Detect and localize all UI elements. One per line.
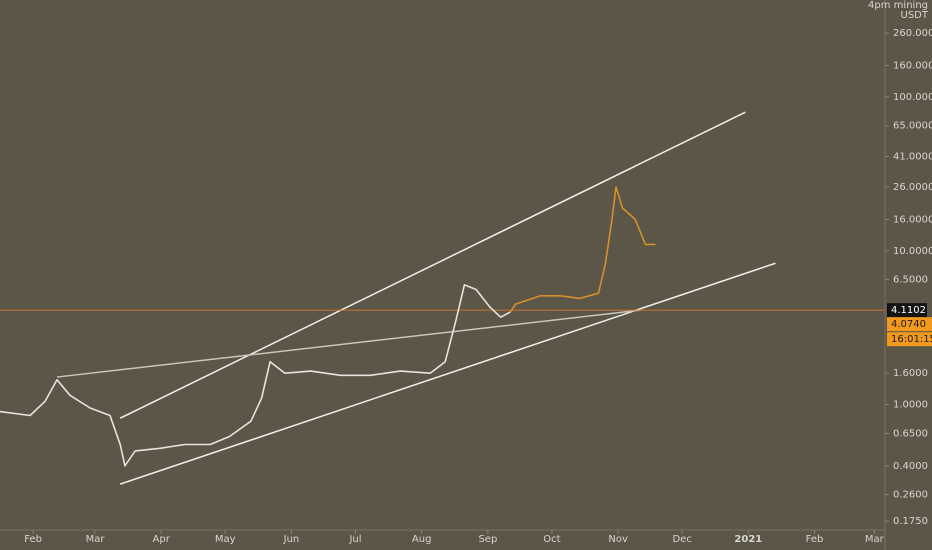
annotation: 4.0740 xyxy=(891,319,926,330)
x-tick-label: Oct xyxy=(543,534,560,545)
annotation-box xyxy=(887,332,932,347)
y-tick-label: 1.0000 xyxy=(893,400,928,411)
x-tick-label: Dec xyxy=(672,534,691,545)
x-tick-label: Mar xyxy=(86,534,106,545)
y-tick-label: 260.0000 xyxy=(893,28,932,39)
x-tick-label: Jul xyxy=(348,534,361,545)
y-tick-label: 0.4000 xyxy=(893,461,928,472)
y-tick-label: 6.5000 xyxy=(893,275,928,286)
x-tick-label: Sep xyxy=(478,534,497,545)
x-tick-label: Jun xyxy=(283,534,300,545)
annotation: 16:01:15 xyxy=(891,334,932,345)
price-series xyxy=(509,186,656,313)
price-label: 4.1102 xyxy=(891,305,926,316)
y-tick-label: 100.0000 xyxy=(893,92,932,103)
x-tick-label: 2021 xyxy=(734,534,762,545)
x-tick-label: Mar xyxy=(865,534,885,545)
y-tick-label: 0.2600 xyxy=(893,490,928,501)
y-tick-label: 10.0000 xyxy=(893,246,932,257)
x-tick-label: Nov xyxy=(608,534,628,545)
chart-title: 4pm mining xyxy=(868,0,928,11)
trendline xyxy=(119,111,746,419)
y-tick-label: 16.0000 xyxy=(893,214,932,225)
x-tick-label: Feb xyxy=(24,534,42,545)
price-series xyxy=(0,284,511,467)
y-tick-label: 41.0000 xyxy=(893,152,932,163)
trendline xyxy=(119,262,776,485)
x-tick-label: Feb xyxy=(806,534,824,545)
chart-subtitle: USDT xyxy=(901,10,929,21)
x-tick-label: Aug xyxy=(412,534,432,545)
trendline xyxy=(56,309,641,378)
y-tick-label: 26.0000 xyxy=(893,182,932,193)
y-tick-label: 0.1750 xyxy=(893,516,928,527)
annotation-box xyxy=(887,317,932,332)
y-tick-label: 0.6500 xyxy=(893,428,928,439)
x-tick-label: Apr xyxy=(153,534,171,545)
y-tick-label: 65.0000 xyxy=(893,121,932,132)
y-tick-label: 160.0000 xyxy=(893,61,932,72)
y-tick-label: 1.6000 xyxy=(893,368,928,379)
price-label-box xyxy=(887,303,927,318)
x-tick-label: May xyxy=(215,534,236,545)
